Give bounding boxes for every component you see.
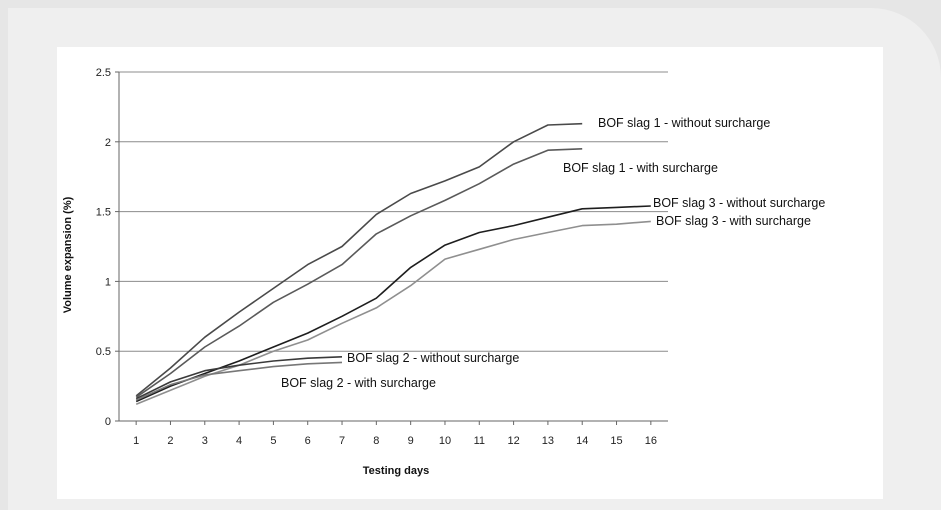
x-tick-label: 15 bbox=[610, 435, 622, 447]
figure-panel bbox=[8, 8, 941, 510]
chart-card bbox=[57, 47, 883, 499]
y-tick-label: 1.5 bbox=[96, 207, 111, 219]
y-tick-label: 2.5 bbox=[96, 67, 111, 79]
gridlines bbox=[119, 71, 668, 352]
x-tick-label: 11 bbox=[474, 435, 485, 447]
y-tick-label: 0.5 bbox=[96, 346, 111, 358]
series-line-6 bbox=[135, 361, 343, 401]
x-tick-label: 13 bbox=[542, 435, 554, 447]
x-tick-label: 2 bbox=[167, 435, 173, 447]
series-label-1: BOF slag 1 - without surcharge bbox=[598, 116, 770, 130]
y-tick-label: 1 bbox=[105, 276, 111, 288]
x-tick-label: 8 bbox=[373, 435, 379, 447]
series-label-5: BOF slag 2 - without surcharge bbox=[347, 351, 519, 365]
x-tick-labels: 1 2 3 4 5 6 7 8 9 10 11 12 13 14 15 16 bbox=[133, 421, 657, 447]
series-lines bbox=[135, 122, 651, 405]
x-tick-label: 3 bbox=[202, 435, 208, 447]
series-label-2: BOF slag 1 - with surcharge bbox=[563, 161, 718, 175]
x-tick-label: 5 bbox=[270, 435, 276, 447]
x-tick-label: 16 bbox=[645, 435, 657, 447]
x-tick-label: 14 bbox=[576, 435, 588, 447]
series-line-5 bbox=[135, 356, 343, 400]
series-labels: BOF slag 1 - without surcharge BOF slag 1… bbox=[281, 116, 825, 390]
y-tick-label: 0 bbox=[105, 416, 111, 428]
series-line-3 bbox=[135, 205, 651, 403]
x-tick-label: 10 bbox=[439, 435, 451, 447]
axes bbox=[118, 72, 668, 422]
series-label-4: BOF slag 3 - with surcharge bbox=[656, 214, 811, 228]
x-tick-label: 7 bbox=[339, 435, 345, 447]
y-tick-label: 2 bbox=[105, 137, 111, 149]
series-label-6: BOF slag 2 - with surcharge bbox=[281, 376, 436, 390]
series-line-4 bbox=[135, 220, 651, 405]
series-line-1 bbox=[135, 122, 583, 397]
x-tick-label: 9 bbox=[408, 435, 414, 447]
y-axis-title: Volume expansion (%) bbox=[62, 196, 74, 313]
y-tick-labels: 0 0.5 1 1.5 2 2.5 bbox=[96, 67, 119, 428]
x-tick-label: 4 bbox=[236, 435, 242, 447]
x-axis-title: Testing days bbox=[363, 465, 429, 477]
series-label-3: BOF slag 3 - without surcharge bbox=[653, 196, 825, 210]
x-tick-label: 12 bbox=[507, 435, 519, 447]
x-tick-label: 6 bbox=[305, 435, 311, 447]
series-line-2 bbox=[135, 148, 583, 398]
x-tick-label: 1 bbox=[133, 435, 139, 447]
